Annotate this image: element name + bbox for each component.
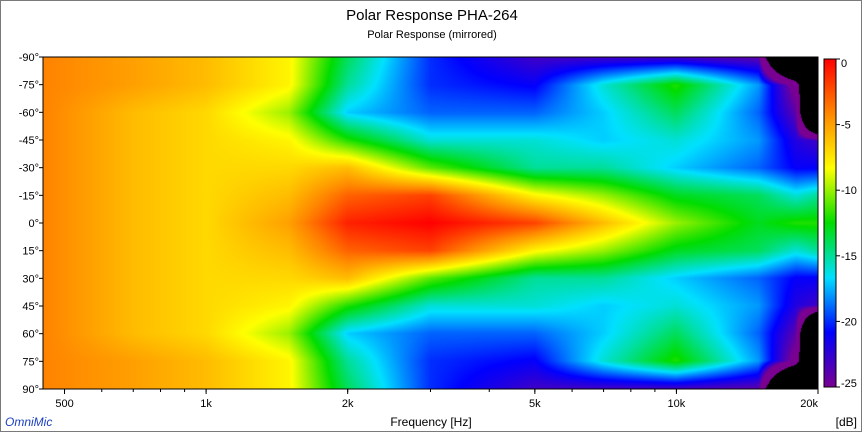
y-tick-label: 0° bbox=[28, 218, 39, 230]
y-tick-label: 45° bbox=[22, 301, 39, 313]
colorbar-tick-label: -20 bbox=[841, 316, 857, 328]
colorbar-unit-label: [dB] bbox=[836, 415, 857, 429]
colorbar-tick-label: 0 bbox=[841, 58, 847, 70]
x-tick-label: 5k bbox=[529, 398, 541, 410]
y-tick-label: 90° bbox=[22, 384, 39, 396]
y-tick-label: -75° bbox=[19, 80, 39, 92]
y-tick-label: 60° bbox=[22, 329, 39, 341]
x-tick-label: 500 bbox=[55, 398, 73, 410]
y-tick-label: 75° bbox=[22, 356, 39, 368]
chart-title: Polar Response PHA-264 bbox=[346, 7, 518, 24]
x-axis: 500 1k 2k 5k 10k 20k bbox=[55, 389, 819, 410]
y-tick-label: -60° bbox=[19, 107, 39, 119]
y-tick-label: -90° bbox=[19, 52, 39, 64]
x-tick-label: 1k bbox=[200, 398, 212, 410]
heatmap-image bbox=[43, 57, 818, 389]
colorbar-ticks: 0 -5 -10 -15 -20 -25 bbox=[836, 58, 857, 390]
colorbar-tick-label: -5 bbox=[841, 120, 851, 132]
y-tick-label: 15° bbox=[22, 246, 39, 258]
x-axis-label: Frequency [Hz] bbox=[390, 415, 471, 429]
colorbar-scale bbox=[823, 58, 837, 388]
x-tick-label: 2k bbox=[342, 398, 354, 410]
colorbar-tick-label: -10 bbox=[841, 185, 857, 197]
heatmap-area bbox=[42, 56, 819, 390]
x-tick-label: 10k bbox=[668, 398, 686, 410]
colorbar: 0 -5 -10 -15 -20 -25 bbox=[823, 58, 857, 390]
y-tick-label: 30° bbox=[22, 273, 39, 285]
y-tick-label: -30° bbox=[19, 163, 39, 175]
y-tick-label: -15° bbox=[19, 190, 39, 202]
brand-label: OmniMic bbox=[5, 415, 52, 429]
chart-subtitle: Polar Response (mirrored) bbox=[367, 29, 497, 41]
y-tick-label: -45° bbox=[19, 135, 39, 147]
colorbar-tick-label: -25 bbox=[841, 378, 857, 390]
y-axis: -90° -75° -60° -45° -30° -15° 0° 15° 30° 45° 60° 75… bbox=[19, 52, 43, 396]
x-tick-label: 20k bbox=[800, 398, 818, 410]
colorbar-tick-label: -15 bbox=[841, 251, 857, 263]
